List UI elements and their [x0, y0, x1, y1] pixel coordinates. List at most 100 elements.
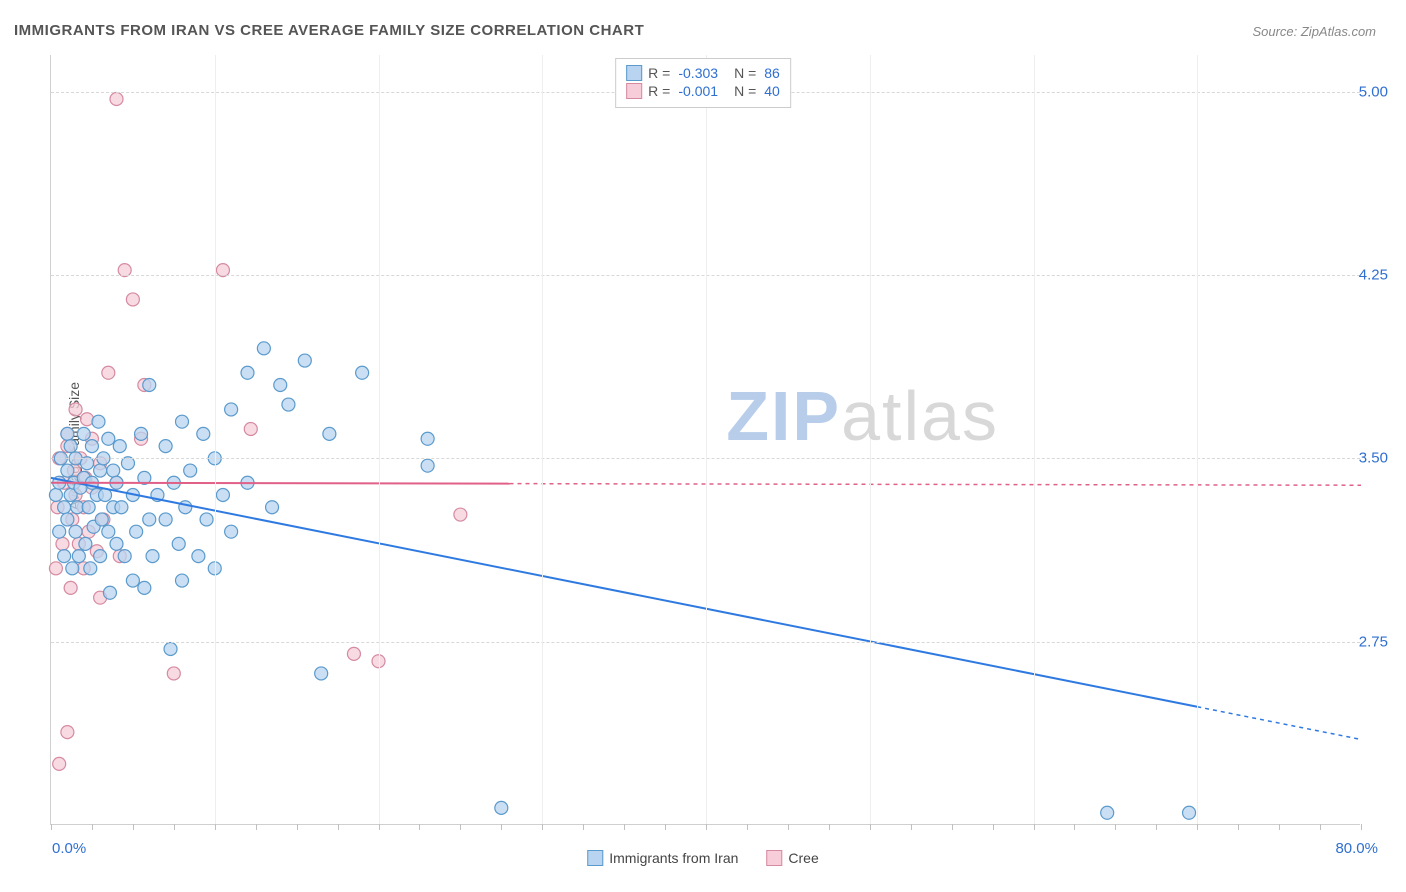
- x-gridline: [215, 55, 216, 824]
- data-point: [56, 537, 69, 550]
- data-point: [110, 537, 123, 550]
- data-point: [244, 423, 257, 436]
- legend-r-label: R =: [648, 65, 670, 81]
- x-tick: [1320, 824, 1321, 830]
- data-point: [126, 293, 139, 306]
- data-point: [197, 427, 210, 440]
- y-tick-label: 2.75: [1359, 633, 1388, 650]
- x-tick: [952, 824, 953, 830]
- legend-n-value: 40: [764, 83, 780, 99]
- x-tick: [1238, 824, 1239, 830]
- data-point: [167, 667, 180, 680]
- data-point: [138, 581, 151, 594]
- data-point: [274, 379, 287, 392]
- data-point: [315, 667, 328, 680]
- source-label: Source: ZipAtlas.com: [1252, 24, 1376, 39]
- legend-n-label: N =: [734, 83, 756, 99]
- x-tick: [501, 824, 502, 830]
- data-point: [102, 366, 115, 379]
- data-point: [347, 647, 360, 660]
- x-tick: [174, 824, 175, 830]
- x-gridline: [1034, 55, 1035, 824]
- data-point: [179, 501, 192, 514]
- data-point: [266, 501, 279, 514]
- regression-line-dash: [1197, 707, 1361, 740]
- regression-line-dash: [510, 484, 1362, 486]
- legend-correlation: R = -0.303 N = 86 R = -0.001 N = 40: [615, 58, 791, 108]
- x-tick: [542, 824, 543, 830]
- x-tick: [133, 824, 134, 830]
- regression-line: [51, 478, 1197, 707]
- legend-label: Immigrants from Iran: [609, 850, 738, 866]
- data-point: [241, 366, 254, 379]
- x-gridline: [1197, 55, 1198, 824]
- data-point: [102, 525, 115, 538]
- x-tick: [624, 824, 625, 830]
- data-point: [225, 525, 238, 538]
- data-point: [49, 489, 62, 502]
- x-tick: [1156, 824, 1157, 830]
- x-gridline: [542, 55, 543, 824]
- x-gridline: [379, 55, 380, 824]
- legend-row: R = -0.001 N = 40: [626, 83, 780, 99]
- x-tick: [92, 824, 93, 830]
- data-point: [164, 643, 177, 656]
- x-tick: [747, 824, 748, 830]
- legend-r-value: -0.001: [678, 83, 718, 99]
- data-point: [323, 427, 336, 440]
- y-tick-label: 3.50: [1359, 450, 1388, 467]
- x-axis-min: 0.0%: [52, 840, 86, 857]
- data-point: [53, 757, 66, 770]
- data-point: [72, 550, 85, 563]
- legend-item: Immigrants from Iran: [587, 850, 738, 866]
- x-tick: [583, 824, 584, 830]
- x-tick: [297, 824, 298, 830]
- legend-row: R = -0.303 N = 86: [626, 65, 780, 81]
- data-point: [356, 366, 369, 379]
- data-point: [257, 342, 270, 355]
- data-point: [495, 801, 508, 814]
- x-tick: [993, 824, 994, 830]
- legend-label: Cree: [788, 850, 818, 866]
- legend-series: Immigrants from Iran Cree: [587, 850, 819, 866]
- x-tick: [1361, 824, 1362, 830]
- x-tick: [460, 824, 461, 830]
- y-tick-label: 5.00: [1359, 83, 1388, 100]
- data-point: [69, 525, 82, 538]
- x-tick: [1115, 824, 1116, 830]
- x-tick: [419, 824, 420, 830]
- data-point: [61, 513, 74, 526]
- data-point: [81, 413, 94, 426]
- data-point: [282, 398, 295, 411]
- data-point: [159, 513, 172, 526]
- x-tick: [911, 824, 912, 830]
- data-point: [110, 93, 123, 106]
- data-point: [82, 501, 95, 514]
- data-point: [159, 440, 172, 453]
- data-point: [126, 574, 139, 587]
- legend-n-value: 86: [764, 65, 780, 81]
- x-tick: [665, 824, 666, 830]
- legend-r-value: -0.303: [678, 65, 718, 81]
- data-point: [61, 427, 74, 440]
- data-point: [298, 354, 311, 367]
- data-point: [118, 550, 131, 563]
- data-point: [94, 464, 107, 477]
- x-tick: [870, 824, 871, 830]
- data-point: [53, 525, 66, 538]
- data-point: [146, 550, 159, 563]
- data-point: [421, 459, 434, 472]
- data-point: [192, 550, 205, 563]
- x-gridline: [706, 55, 707, 824]
- data-point: [61, 726, 74, 739]
- x-tick: [215, 824, 216, 830]
- data-point: [113, 440, 126, 453]
- data-point: [107, 464, 120, 477]
- data-point: [66, 562, 79, 575]
- data-point: [92, 415, 105, 428]
- data-point: [94, 550, 107, 563]
- legend-item: Cree: [766, 850, 818, 866]
- x-gridline: [870, 55, 871, 824]
- legend-swatch: [626, 65, 642, 81]
- data-point: [143, 513, 156, 526]
